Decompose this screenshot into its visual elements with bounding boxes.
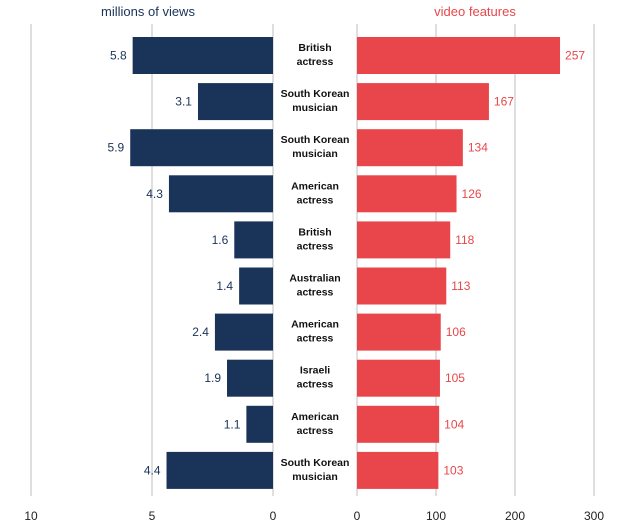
category-label: American actress <box>291 411 339 437</box>
right-value-label: 105 <box>445 371 465 385</box>
category-label-line: American <box>291 411 339 423</box>
right-tick-labels: 0 100 200 300 <box>354 509 605 522</box>
category-label-line: South Korean <box>281 88 350 100</box>
category-label-line: Australian <box>289 273 340 285</box>
right-axis-title: video features <box>434 4 516 19</box>
category-label-line: musician <box>292 102 338 114</box>
category-label: South Korean musician <box>281 88 350 114</box>
right-value-labels: 257 167 134 126 118 113 106 105 104 103 <box>443 49 585 478</box>
left-value-label: 3.1 <box>175 95 192 109</box>
right-bar <box>357 405 440 443</box>
left-bar <box>239 267 273 305</box>
left-bar <box>132 37 273 74</box>
category-label: South Korean musician <box>281 457 350 483</box>
left-bar <box>197 83 273 121</box>
left-bar <box>234 221 273 259</box>
category-label: American actress <box>291 180 339 206</box>
left-tick-label: 5 <box>149 509 156 522</box>
left-tick-label: 10 <box>24 509 38 522</box>
left-bar <box>214 313 273 351</box>
right-bar <box>357 267 447 305</box>
left-value-labels: 5.8 3.1 5.9 4.3 1.6 1.4 2.4 1.9 1.1 4.4 <box>108 49 241 478</box>
left-value-label: 1.1 <box>224 417 241 431</box>
left-value-label: 5.9 <box>108 141 125 155</box>
right-value-label: 257 <box>565 49 585 63</box>
left-tick-label: 0 <box>270 509 277 522</box>
left-value-label: 5.8 <box>110 49 127 63</box>
left-bar <box>227 359 273 397</box>
category-label-line: actress <box>297 194 334 206</box>
left-bar <box>130 129 273 167</box>
category-label-line: Israeli <box>300 365 330 377</box>
left-axis-title: millions of views <box>101 4 195 19</box>
category-label-line: musician <box>292 148 338 160</box>
category-label-line: actress <box>297 379 334 391</box>
left-bars <box>130 37 273 489</box>
category-label-line: actress <box>297 56 334 68</box>
right-bar <box>357 313 441 351</box>
category-label: Australian actress <box>289 273 340 299</box>
category-label-line: actress <box>297 425 334 437</box>
category-label-line: musician <box>292 471 338 483</box>
right-bar <box>357 83 489 121</box>
right-value-label: 104 <box>444 417 464 431</box>
category-label: British actress <box>297 42 334 68</box>
category-label-line: British <box>298 42 331 54</box>
category-label-line: actress <box>297 333 334 345</box>
right-tick-label: 100 <box>426 509 446 522</box>
right-value-label: 126 <box>462 187 482 201</box>
right-bar <box>357 221 451 259</box>
category-label-line: British <box>298 226 331 238</box>
right-tick-label: 200 <box>505 509 525 522</box>
right-value-label: 134 <box>468 141 488 155</box>
category-label-line: actress <box>297 240 334 252</box>
right-value-label: 118 <box>455 233 474 247</box>
right-value-label: 106 <box>446 325 466 339</box>
left-bar <box>246 405 273 443</box>
right-value-label: 103 <box>443 463 463 477</box>
left-bar <box>166 451 273 489</box>
category-label: South Korean musician <box>281 134 350 160</box>
right-tick-label: 0 <box>354 509 361 522</box>
left-value-label: 4.4 <box>144 463 161 477</box>
right-tick-label: 300 <box>584 509 604 522</box>
category-label: British actress <box>297 226 334 252</box>
left-value-label: 1.4 <box>216 279 233 293</box>
category-label-line: American <box>291 180 339 192</box>
category-label-line: actress <box>297 287 334 299</box>
right-bar <box>357 37 561 74</box>
left-value-label: 1.6 <box>212 233 229 247</box>
left-value-label: 2.4 <box>192 325 209 339</box>
left-value-label: 4.3 <box>146 187 163 201</box>
category-label-line: South Korean <box>281 134 350 146</box>
right-bar <box>357 129 463 167</box>
left-tick-labels: 10 5 0 <box>24 509 276 522</box>
right-bar <box>357 359 440 397</box>
category-label-line: American <box>291 319 339 331</box>
right-bar <box>357 451 439 489</box>
left-bar <box>168 175 273 213</box>
right-bars <box>357 37 561 489</box>
left-value-label: 1.9 <box>204 371 221 385</box>
category-label: Israeli actress <box>297 365 334 391</box>
category-label-line: South Korean <box>281 457 350 469</box>
right-value-label: 167 <box>494 95 514 109</box>
category-label: American actress <box>291 319 339 345</box>
right-bar <box>357 175 457 213</box>
right-value-label: 113 <box>451 279 470 293</box>
